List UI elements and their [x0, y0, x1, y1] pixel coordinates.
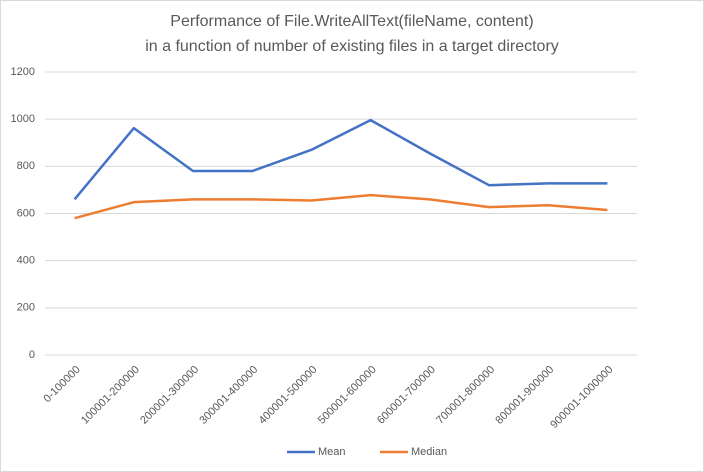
- chart-title: Performance of File.WriteAllText(fileNam…: [170, 13, 533, 30]
- series-line: [74, 193, 608, 220]
- y-tick-label: 0: [29, 349, 35, 361]
- series-line: [73, 118, 608, 201]
- y-tick-label: 200: [17, 302, 35, 314]
- y-tick-label: 1000: [11, 113, 35, 125]
- y-tick-label: 1200: [11, 66, 35, 78]
- y-tick-label: 600: [17, 207, 35, 219]
- chart-title: in a function of number of existing file…: [145, 38, 559, 55]
- legend-label: Mean: [318, 446, 346, 458]
- legend-label: Median: [411, 446, 447, 458]
- y-tick-label: 400: [17, 255, 35, 267]
- y-tick-label: 800: [17, 160, 35, 172]
